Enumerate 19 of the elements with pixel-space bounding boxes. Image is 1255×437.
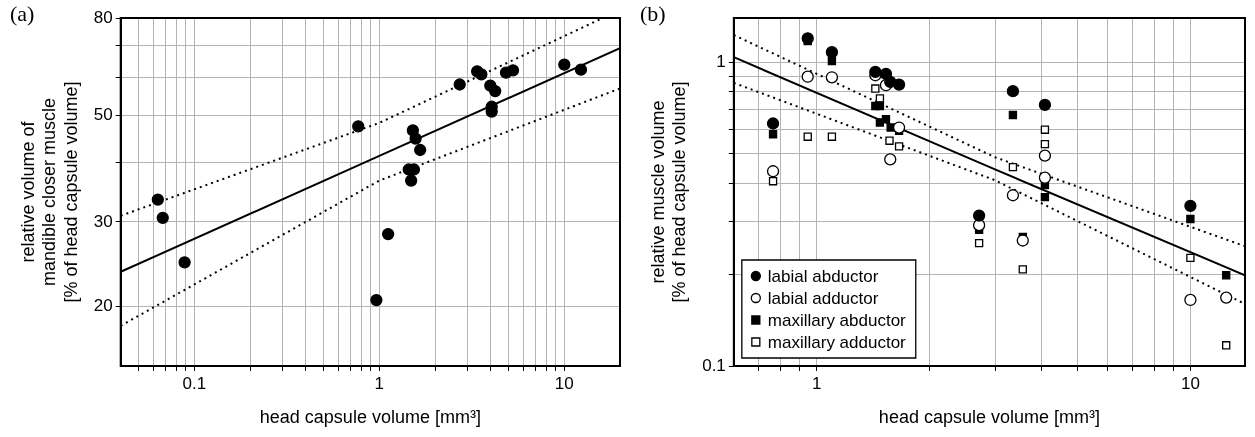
x-tick-label: 10: [554, 373, 574, 393]
x-axis-title: head capsule volume [mm³]: [259, 407, 481, 428]
text: (b): [640, 0, 666, 26]
y-tick-label: 80: [93, 7, 113, 27]
legend-label: labial abductor: [767, 266, 879, 286]
y-tick-label: 30: [93, 211, 113, 231]
y-tick-label: 50: [93, 105, 113, 125]
x-axis-title: head capsule volume [mm³]: [878, 407, 1100, 428]
y-axis-title: relative muscle volume [% of head capsule volume]: [647, 81, 690, 303]
x-tick-label: 1: [812, 373, 822, 393]
text: (a): [10, 0, 35, 26]
legend-label: labial adductor: [767, 288, 879, 308]
y-tick-label: 20: [93, 295, 113, 315]
legend-label: maxillary adductor: [767, 332, 907, 352]
x-tick-label: 0.1: [182, 373, 207, 393]
legend-label: maxillary abductor: [767, 310, 907, 330]
x-tick-label: 1: [374, 373, 385, 393]
x-tick-label: 10: [1180, 373, 1200, 393]
y-axis-title: relative volume of mandible closer muscle [% of head capsule volume]: [17, 81, 81, 303]
